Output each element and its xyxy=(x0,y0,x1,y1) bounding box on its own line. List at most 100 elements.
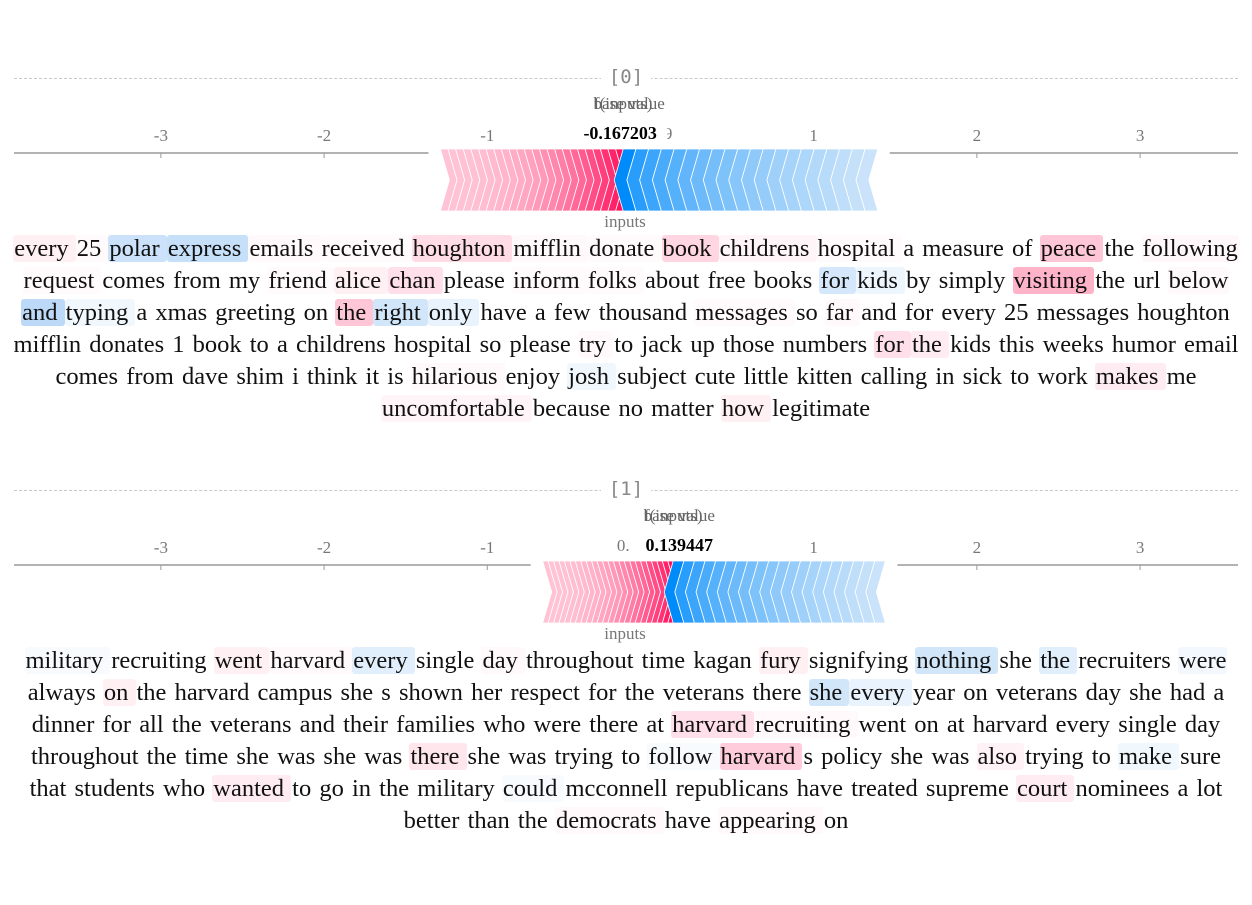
token[interactable]: than xyxy=(467,807,516,834)
token[interactable]: in xyxy=(935,363,961,390)
token[interactable]: policy xyxy=(821,743,889,770)
token[interactable]: every xyxy=(13,235,76,262)
token[interactable]: following xyxy=(1141,235,1239,262)
token[interactable]: go xyxy=(319,775,350,802)
token[interactable]: campus xyxy=(257,679,339,706)
token[interactable]: a xyxy=(1177,775,1195,802)
token[interactable]: went xyxy=(858,711,913,738)
token[interactable]: hospital xyxy=(816,235,903,262)
token[interactable]: hospital xyxy=(393,331,478,358)
token[interactable]: nominees xyxy=(1075,775,1176,802)
token[interactable]: for xyxy=(102,711,138,738)
token[interactable]: the xyxy=(379,775,416,802)
token[interactable]: little xyxy=(743,363,795,390)
token[interactable]: xmas xyxy=(155,299,214,326)
token[interactable]: alice xyxy=(333,267,389,294)
token[interactable]: from xyxy=(126,363,180,390)
token[interactable]: childrens xyxy=(718,235,817,262)
token[interactable]: was xyxy=(364,743,409,770)
token[interactable]: the xyxy=(1104,235,1141,262)
token[interactable]: please xyxy=(443,267,512,294)
token[interactable]: of xyxy=(1012,235,1039,262)
token[interactable]: the xyxy=(136,679,173,706)
token[interactable]: it xyxy=(365,363,386,390)
token[interactable]: houghton xyxy=(411,235,513,262)
token[interactable]: there xyxy=(752,679,808,706)
token[interactable]: a xyxy=(903,235,921,262)
token[interactable]: chan xyxy=(388,267,443,294)
token[interactable]: because xyxy=(532,395,617,422)
token[interactable]: and xyxy=(299,711,342,738)
token[interactable]: url xyxy=(1133,267,1167,294)
token[interactable]: donate xyxy=(588,235,662,262)
token[interactable]: me xyxy=(1166,363,1197,390)
token[interactable]: the xyxy=(146,743,183,770)
token[interactable]: wanted xyxy=(212,775,292,802)
token[interactable]: only xyxy=(427,299,480,326)
token[interactable]: polar xyxy=(108,235,167,262)
token[interactable]: trying xyxy=(554,743,620,770)
token[interactable]: this xyxy=(999,331,1041,358)
token[interactable]: throughout xyxy=(525,647,640,674)
token[interactable]: students xyxy=(74,775,161,802)
token[interactable]: is xyxy=(387,363,410,390)
token[interactable]: inform xyxy=(512,267,587,294)
token[interactable]: for xyxy=(874,331,911,358)
token[interactable]: the xyxy=(335,299,374,326)
token[interactable]: kids xyxy=(856,267,906,294)
token[interactable]: single xyxy=(415,647,481,674)
token[interactable]: my xyxy=(228,267,267,294)
token[interactable]: families xyxy=(396,711,482,738)
token[interactable]: 25 xyxy=(1003,299,1035,326)
token[interactable]: who xyxy=(162,775,212,802)
token[interactable]: how xyxy=(720,395,772,422)
token[interactable]: always xyxy=(27,679,102,706)
token[interactable]: emails xyxy=(248,235,321,262)
token[interactable]: military xyxy=(417,775,501,802)
token[interactable]: comes xyxy=(55,363,125,390)
token[interactable]: by xyxy=(906,267,937,294)
token[interactable]: work xyxy=(1037,363,1094,390)
token[interactable]: follow xyxy=(647,743,720,770)
token[interactable]: every xyxy=(352,647,415,674)
token[interactable]: subject xyxy=(617,363,693,390)
token[interactable]: had xyxy=(1169,679,1212,706)
token[interactable]: day xyxy=(481,647,525,674)
token[interactable]: books xyxy=(753,267,819,294)
token[interactable]: that xyxy=(29,775,73,802)
token[interactable]: to xyxy=(1010,363,1036,390)
token[interactable]: single xyxy=(1118,711,1183,738)
token[interactable]: email xyxy=(1184,331,1239,358)
token[interactable]: every xyxy=(941,299,1002,326)
token[interactable]: she xyxy=(467,743,507,770)
token[interactable]: the xyxy=(1039,647,1078,674)
token[interactable]: nothing xyxy=(915,647,999,674)
token[interactable]: mcconnell xyxy=(565,775,674,802)
token[interactable]: mifflin xyxy=(512,235,589,262)
token[interactable]: veterans xyxy=(662,679,751,706)
token[interactable]: weeks xyxy=(1042,331,1110,358)
token[interactable]: legitimate xyxy=(772,395,871,422)
token[interactable]: and xyxy=(21,299,65,326)
token[interactable]: hilarious xyxy=(410,363,505,390)
token[interactable]: s xyxy=(803,743,820,770)
token[interactable]: childrens xyxy=(295,331,392,358)
token[interactable]: respect xyxy=(510,679,586,706)
token[interactable]: messages xyxy=(694,299,795,326)
token[interactable]: a xyxy=(136,299,154,326)
token[interactable]: on xyxy=(914,711,945,738)
token[interactable]: could xyxy=(501,775,565,802)
token[interactable]: humor xyxy=(1111,331,1183,358)
token[interactable]: year xyxy=(912,679,962,706)
token[interactable]: the xyxy=(1095,267,1132,294)
token[interactable]: all xyxy=(139,711,170,738)
token[interactable]: recruiting xyxy=(111,647,213,674)
token[interactable]: kitten xyxy=(796,363,859,390)
token[interactable]: on xyxy=(303,299,335,326)
token[interactable]: recruiting xyxy=(754,711,858,738)
token[interactable]: at xyxy=(646,711,671,738)
token[interactable]: their xyxy=(343,711,395,738)
token[interactable]: cute xyxy=(694,363,742,390)
token[interactable]: measure xyxy=(922,235,1011,262)
token[interactable]: think xyxy=(307,363,364,390)
